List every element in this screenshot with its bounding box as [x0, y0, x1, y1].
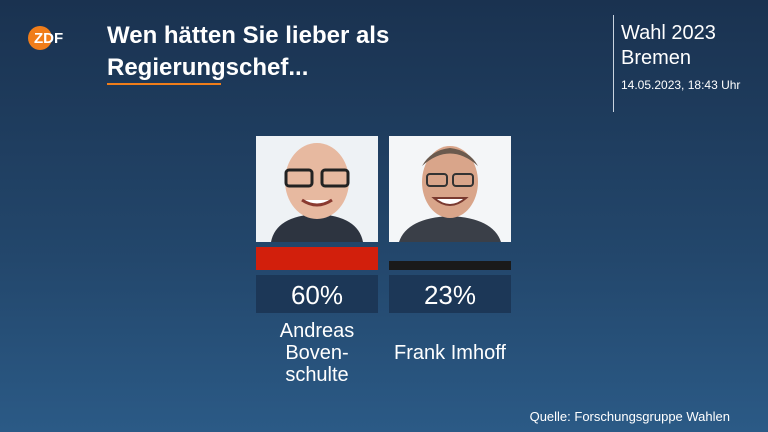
- bar: [256, 247, 378, 270]
- divider: [613, 15, 614, 112]
- logo-text: ZDF: [34, 30, 63, 47]
- logo: ZDF: [28, 26, 63, 50]
- value-label: 23%: [389, 275, 511, 313]
- source: Quelle: Forschungsgruppe Wahlen: [529, 409, 730, 424]
- region: Bremen: [621, 47, 692, 69]
- value-label: 60%: [256, 275, 378, 313]
- candidate-photo: [256, 136, 378, 242]
- election: Wahl 2023: [621, 22, 716, 44]
- bar: [389, 261, 511, 270]
- category-label: Frank Imhoff: [394, 342, 506, 364]
- chart-title: Wen hätten Sie lieber als Regierungschef…: [107, 22, 390, 81]
- timestamp: 14.05.2023, 18:43 Uhr: [621, 78, 741, 92]
- candidate-photo: [389, 136, 511, 242]
- title-underline: [107, 83, 221, 85]
- category-label: Andreas Boven-schulte: [279, 320, 355, 386]
